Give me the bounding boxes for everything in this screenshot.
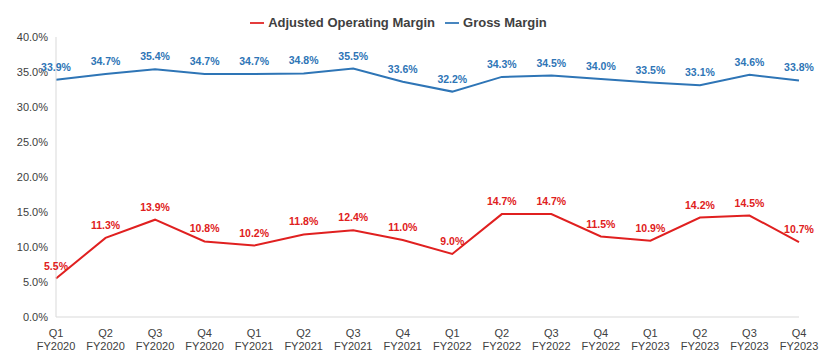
svg-text:Q2FY2020: Q2FY2020 bbox=[86, 327, 125, 352]
html-text:Gross Margin: Gross Margin bbox=[463, 15, 547, 30]
svg-text:33.5%: 33.5% bbox=[636, 64, 666, 76]
svg-text:20.0%: 20.0% bbox=[17, 171, 48, 183]
svg-text:Q3FY2023: Q3FY2023 bbox=[730, 327, 769, 352]
svg-text:11.0%: 11.0% bbox=[388, 221, 418, 233]
svg-text:Q2FY2022: Q2FY2022 bbox=[483, 327, 522, 352]
svg-text:13.9%: 13.9% bbox=[140, 201, 170, 213]
svg-text:Q1FY2023: Q1FY2023 bbox=[631, 327, 670, 352]
svg-text:33.6%: 33.6% bbox=[388, 63, 418, 75]
svg-text:0.0%: 0.0% bbox=[23, 311, 48, 323]
svg-text:11.3%: 11.3% bbox=[91, 219, 121, 231]
svg-text:Q2FY2021: Q2FY2021 bbox=[284, 327, 323, 352]
svg-text:10.8%: 10.8% bbox=[190, 222, 220, 234]
svg-text:11.8%: 11.8% bbox=[289, 215, 319, 227]
svg-text:10.9%: 10.9% bbox=[636, 222, 666, 234]
svg-text:35.5%: 35.5% bbox=[338, 50, 368, 62]
svg-text:Q2FY2023: Q2FY2023 bbox=[681, 327, 720, 352]
svg-text:15.0%: 15.0% bbox=[17, 206, 48, 218]
svg-text:Q3FY2020: Q3FY2020 bbox=[136, 327, 175, 352]
svg-text:33.1%: 33.1% bbox=[685, 66, 715, 78]
svg-text:34.7%: 34.7% bbox=[190, 55, 220, 67]
svg-text:11.5%: 11.5% bbox=[586, 218, 616, 230]
svg-text:34.7%: 34.7% bbox=[91, 55, 121, 67]
svg-text:14.2%: 14.2% bbox=[685, 199, 715, 211]
svg-text:34.6%: 34.6% bbox=[735, 56, 765, 68]
svg-text:Q1FY2021: Q1FY2021 bbox=[235, 327, 274, 352]
svg-text:35.0%: 35.0% bbox=[16, 65, 48, 78]
svg-text:Q4FY2020: Q4FY2020 bbox=[185, 327, 224, 352]
svg-text:25.0%: 25.0% bbox=[17, 136, 48, 148]
svg-text:33.8%: 33.8% bbox=[784, 61, 814, 73]
svg-text:14.7%: 14.7% bbox=[487, 195, 517, 207]
svg-text:34.5%: 34.5% bbox=[536, 57, 566, 69]
svg-text:40.0%: 40.0% bbox=[17, 31, 48, 43]
svg-text:14.7%: 14.7% bbox=[536, 195, 566, 207]
svg-text:Q4FY2023: Q4FY2023 bbox=[780, 327, 819, 352]
svg-text:9.0%: 9.0% bbox=[440, 235, 465, 247]
svg-text:12.4%: 12.4% bbox=[338, 211, 368, 223]
svg-text:34.8%: 34.8% bbox=[289, 54, 319, 66]
svg-text:Q1FY2022: Q1FY2022 bbox=[433, 327, 472, 352]
svg-text:32.2%: 32.2% bbox=[437, 73, 467, 85]
svg-text:35.4%: 35.4% bbox=[140, 50, 170, 62]
svg-text:34.0%: 34.0% bbox=[586, 60, 616, 72]
svg-text:Q3FY2022: Q3FY2022 bbox=[532, 327, 571, 352]
svg-text:Q3FY2021: Q3FY2021 bbox=[334, 327, 373, 352]
svg-text:5.5%: 5.5% bbox=[44, 260, 69, 272]
svg-text:10.2%: 10.2% bbox=[239, 227, 269, 239]
svg-text:10.7%: 10.7% bbox=[784, 223, 814, 235]
svg-text:5.0%: 5.0% bbox=[23, 276, 48, 288]
svg-text:10.0%: 10.0% bbox=[17, 241, 48, 253]
html-text:Adjusted Operating Margin: Adjusted Operating Margin bbox=[268, 15, 435, 30]
svg-text:33.9%: 33.9% bbox=[41, 61, 71, 73]
svg-text:34.3%: 34.3% bbox=[487, 58, 517, 70]
svg-text:34.7%: 34.7% bbox=[239, 55, 269, 67]
svg-text:Q4FY2022: Q4FY2022 bbox=[582, 327, 621, 352]
svg-text:14.5%: 14.5% bbox=[735, 197, 765, 209]
svg-text:Q1FY2020: Q1FY2020 bbox=[37, 327, 76, 352]
svg-text:30.0%: 30.0% bbox=[17, 101, 48, 113]
svg-text:Q4FY2021: Q4FY2021 bbox=[383, 327, 422, 352]
